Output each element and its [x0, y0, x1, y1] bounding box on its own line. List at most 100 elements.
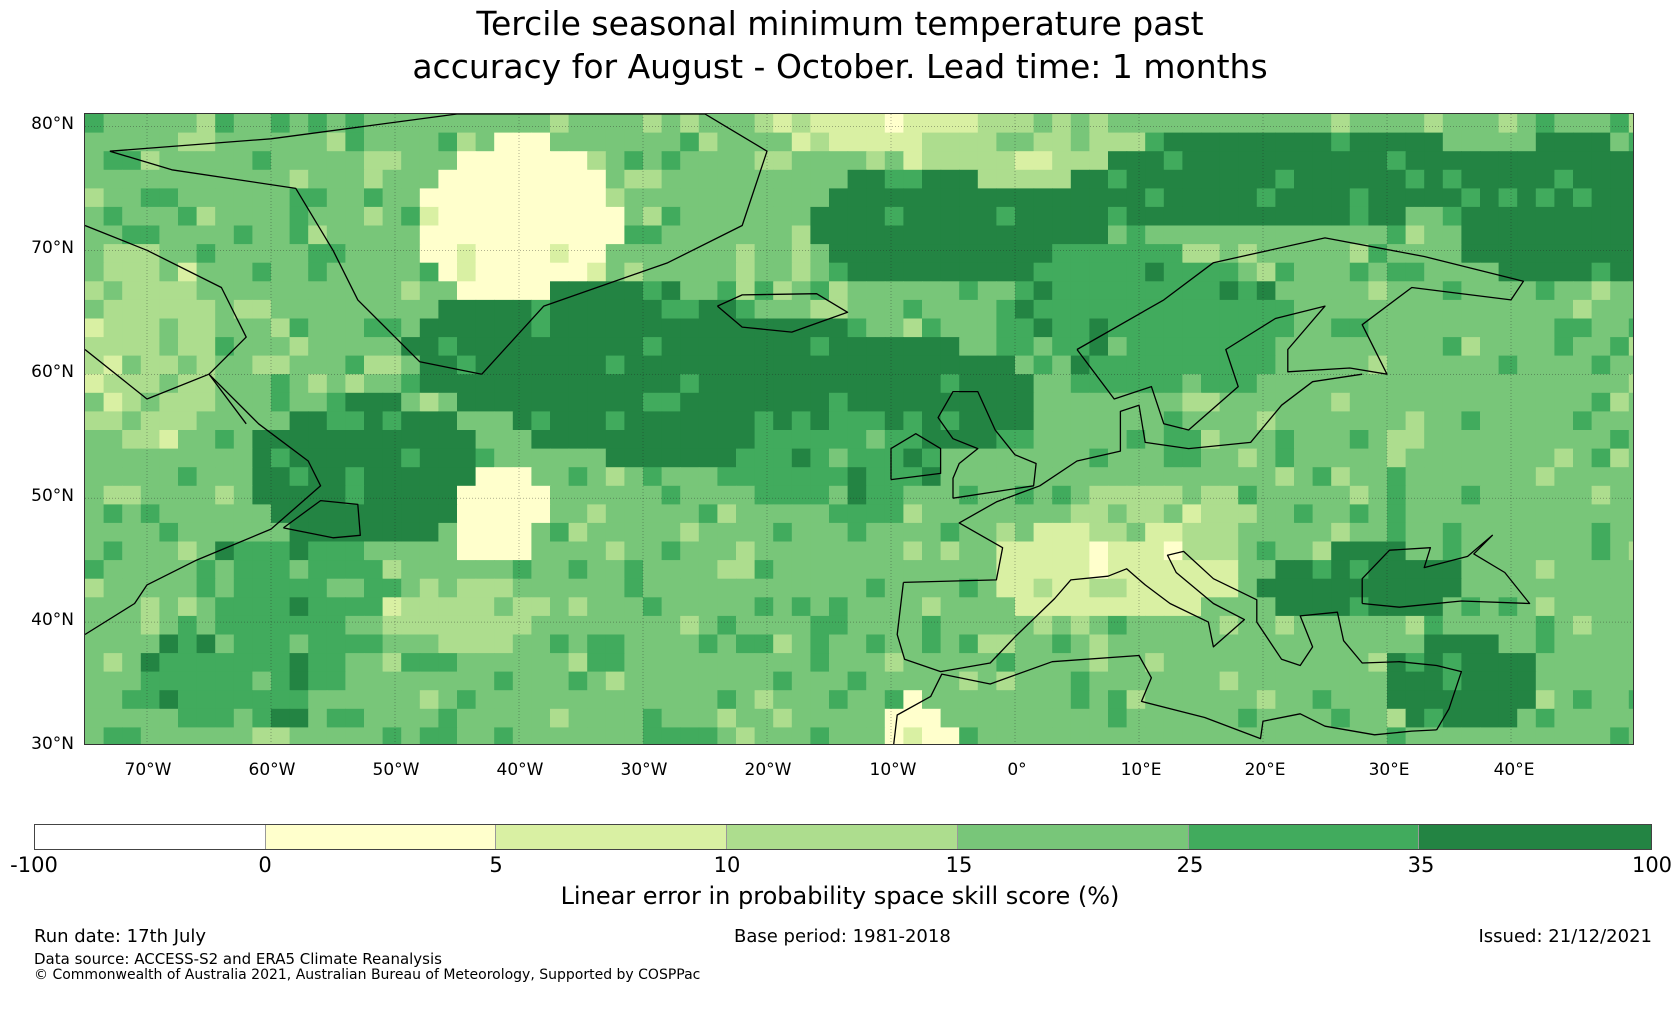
skill-cell — [159, 337, 179, 357]
skill-cell — [512, 597, 532, 617]
skill-cell — [847, 653, 867, 673]
skill-cell — [1628, 727, 1633, 744]
skill-cell — [1256, 634, 1276, 654]
skill-cell — [494, 578, 514, 598]
skill-cell — [475, 448, 495, 468]
skill-cell — [550, 225, 570, 245]
skill-cell — [1349, 132, 1369, 152]
skill-cell — [364, 708, 384, 728]
skill-cell — [866, 169, 886, 189]
skill-cell — [568, 448, 588, 468]
skill-cell — [419, 615, 439, 636]
skill-cell — [1554, 597, 1574, 617]
skill-cell — [401, 132, 421, 152]
skill-cell — [680, 337, 700, 357]
skill-cell — [178, 578, 198, 598]
skill-cell — [1498, 281, 1518, 301]
skill-cell — [829, 634, 849, 654]
skill-cell — [791, 634, 811, 654]
skill-cell — [364, 430, 384, 450]
skill-cell — [829, 132, 849, 152]
skill-cell — [382, 708, 402, 728]
skill-cell — [922, 132, 942, 152]
skill-cell — [568, 671, 588, 691]
skill-cell — [1573, 262, 1593, 282]
skill-cell — [810, 597, 830, 617]
skill-cell — [1052, 318, 1072, 338]
skill-cell — [1126, 448, 1146, 468]
skill-cell — [326, 597, 346, 617]
skill-cell — [1535, 653, 1555, 673]
skill-cell — [866, 392, 886, 412]
skill-cell — [829, 262, 849, 282]
skill-cell — [252, 374, 272, 394]
skill-cell — [1052, 392, 1072, 412]
skill-cell — [550, 151, 570, 171]
skill-cell — [1349, 504, 1369, 524]
skill-cell — [1033, 727, 1053, 744]
skill-cell — [1312, 597, 1332, 617]
skill-cell — [159, 541, 179, 561]
skill-cell — [1554, 337, 1574, 357]
skill-cell — [1480, 430, 1500, 450]
skill-cell — [1070, 541, 1090, 561]
skill-cell — [1405, 560, 1425, 580]
skill-cell — [847, 188, 867, 208]
skill-cell — [289, 615, 309, 636]
skill-cell — [643, 615, 663, 636]
skill-cell — [382, 671, 402, 691]
skill-cell — [1015, 169, 1035, 189]
skill-cell — [345, 485, 365, 505]
skill-cell — [661, 151, 681, 171]
skill-cell — [1573, 727, 1593, 744]
skill-cell — [1461, 392, 1481, 412]
skill-cell — [1256, 671, 1276, 691]
skill-cell — [271, 485, 291, 505]
skill-cell — [326, 653, 346, 673]
skill-cell — [103, 522, 123, 543]
skill-cell — [1498, 206, 1518, 227]
skill-cell — [1294, 467, 1314, 487]
skill-cell — [215, 708, 235, 728]
skill-cell — [866, 541, 886, 561]
skill-cell — [736, 522, 756, 543]
skill-cell — [1219, 318, 1239, 338]
skill-cell — [884, 522, 904, 543]
skill-cell — [364, 653, 384, 673]
skill-cell — [1387, 244, 1407, 264]
skill-cell — [661, 114, 681, 134]
skill-cell — [1349, 355, 1369, 375]
skill-cell — [959, 169, 979, 189]
skill-cell — [345, 597, 365, 617]
skill-cell — [1442, 188, 1462, 208]
skill-cell — [1201, 299, 1221, 320]
skill-cell — [1535, 262, 1555, 282]
skill-cell — [85, 114, 105, 134]
skill-cell — [1182, 727, 1202, 744]
skill-cell — [1256, 281, 1276, 301]
skill-cell — [1275, 634, 1295, 654]
skill-cell — [754, 448, 774, 468]
skill-cell — [1424, 467, 1444, 487]
skill-cell — [271, 188, 291, 208]
skill-cell — [847, 467, 867, 487]
skill-cell — [512, 355, 532, 375]
skill-cell — [1238, 244, 1258, 264]
skill-cell — [1294, 411, 1314, 431]
skill-cell — [866, 132, 886, 152]
skill-cell — [773, 225, 793, 245]
skill-cell — [1535, 169, 1555, 189]
skill-cell — [1126, 374, 1146, 394]
skill-cell — [512, 522, 532, 543]
skill-cell — [605, 392, 625, 412]
skill-cell — [680, 504, 700, 524]
skill-cell — [717, 653, 737, 673]
skill-cell — [178, 132, 198, 152]
skill-cell — [1461, 541, 1481, 561]
skill-cell — [1089, 392, 1109, 412]
skill-cell — [1015, 114, 1035, 134]
skill-cell — [810, 634, 830, 654]
skill-cell — [457, 374, 477, 394]
skill-cell — [159, 615, 179, 636]
skill-cell — [1145, 541, 1165, 561]
